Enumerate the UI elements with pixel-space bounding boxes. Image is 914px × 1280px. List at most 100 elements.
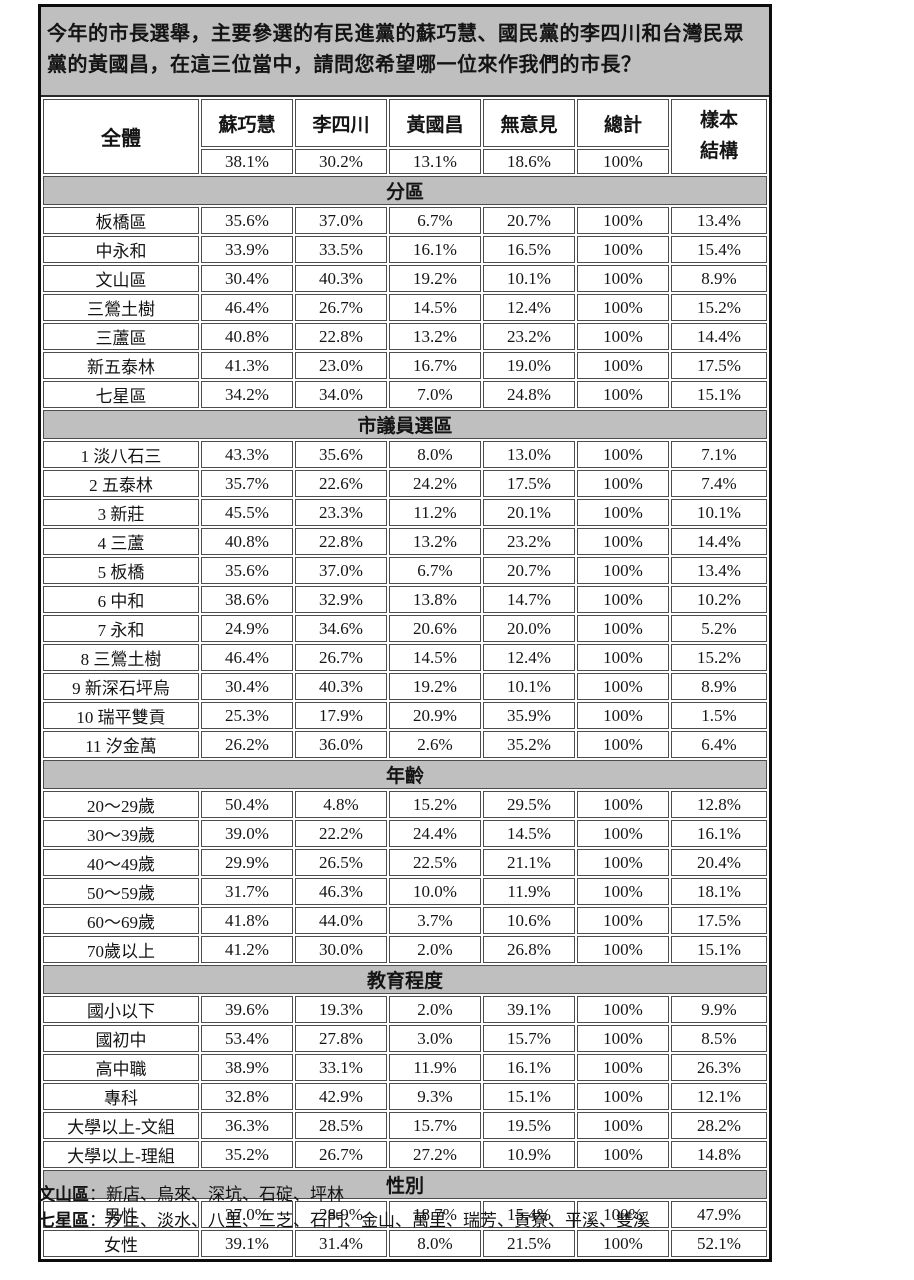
value-cell: 19.3% xyxy=(295,996,387,1023)
value-cell: 23.2% xyxy=(483,528,575,555)
value-cell: 15.1% xyxy=(483,1083,575,1110)
value-cell: 35.9% xyxy=(483,702,575,729)
table-row: 60～69歲 41.8% 44.0% 3.7% 10.6% 100% 17.5% xyxy=(43,907,767,934)
value-cell: 100% xyxy=(577,1083,669,1110)
value-cell: 100% xyxy=(577,470,669,497)
value-cell: 14.7% xyxy=(483,586,575,613)
table-row: 女性 39.1% 31.4% 8.0% 21.5% 100% 52.1% xyxy=(43,1230,767,1257)
value-cell: 24.8% xyxy=(483,381,575,408)
value-cell: 6.7% xyxy=(389,207,481,234)
value-cell: 26.7% xyxy=(295,644,387,671)
value-cell: 2.0% xyxy=(389,996,481,1023)
value-cell: 15.2% xyxy=(671,644,767,671)
results-table: 全體 蘇巧慧 李四川 黃國昌 無意見 總計 樣本結構 38.1% 30.2% 1… xyxy=(41,97,769,1259)
value-cell: 35.2% xyxy=(201,1141,293,1168)
value-cell: 100% xyxy=(577,849,669,876)
value-cell: 10.2% xyxy=(671,586,767,613)
value-cell: 16.5% xyxy=(483,236,575,263)
value-cell: 11.9% xyxy=(389,1054,481,1081)
value-cell: 36.3% xyxy=(201,1112,293,1139)
row-label: 七星區 xyxy=(43,381,199,408)
value-cell: 100% xyxy=(577,615,669,642)
value-cell: 20.1% xyxy=(483,499,575,526)
row-label: 國初中 xyxy=(43,1025,199,1052)
value-cell: 41.2% xyxy=(201,936,293,963)
value-cell: 53.4% xyxy=(201,1025,293,1052)
value-cell: 100% xyxy=(577,499,669,526)
value-cell: 100% xyxy=(577,820,669,847)
table-row: 板橋區 35.6% 37.0% 6.7% 20.7% 100% 13.4% xyxy=(43,207,767,234)
value-cell: 16.7% xyxy=(389,352,481,379)
value-cell: 33.9% xyxy=(201,236,293,263)
table-row: 三蘆區 40.8% 22.8% 13.2% 23.2% 100% 14.4% xyxy=(43,323,767,350)
value-cell: 3.7% xyxy=(389,907,481,934)
value-cell: 37.0% xyxy=(201,1201,293,1228)
value-cell: 22.8% xyxy=(295,323,387,350)
value-cell: 45.5% xyxy=(201,499,293,526)
value-cell: 100% xyxy=(577,791,669,818)
row-label: 男性 xyxy=(43,1201,199,1228)
footnote-text: ：新店、烏來、深坑、石碇、坪林 xyxy=(89,1185,344,1204)
footnote-label: 七星區 xyxy=(38,1211,89,1231)
value-cell: 42.9% xyxy=(295,1083,387,1110)
value-cell: 26.8% xyxy=(483,936,575,963)
value-cell: 100% xyxy=(577,265,669,292)
row-label: 3 新莊 xyxy=(43,499,199,526)
value-cell: 9.9% xyxy=(671,996,767,1023)
value-cell: 15.7% xyxy=(389,1112,481,1139)
value-cell: 13.4% xyxy=(671,557,767,584)
table-row: 40～49歲 29.9% 26.5% 22.5% 21.1% 100% 20.4% xyxy=(43,849,767,876)
value-cell: 18.1% xyxy=(671,878,767,905)
value-cell: 7.1% xyxy=(671,441,767,468)
value-cell: 100% xyxy=(577,381,669,408)
value-cell: 10.0% xyxy=(389,878,481,905)
footnotes: 文山區：新店、烏來、深坑、石碇、坪林 七星區：汐止、淡水、八里、三芝、石門、金山… xyxy=(38,1182,650,1235)
value-cell: 44.0% xyxy=(295,907,387,934)
value-cell: 21.5% xyxy=(483,1230,575,1257)
value-cell: 33.1% xyxy=(295,1054,387,1081)
column-header-total: 總計 xyxy=(577,99,669,147)
row-label: 50～59歲 xyxy=(43,878,199,905)
value-cell: 13.2% xyxy=(389,528,481,555)
value-cell: 12.1% xyxy=(671,1083,767,1110)
row-label: 4 三蘆 xyxy=(43,528,199,555)
value-cell: 20.4% xyxy=(671,849,767,876)
value-cell: 5.2% xyxy=(671,615,767,642)
value-cell: 19.2% xyxy=(389,265,481,292)
value-cell: 34.2% xyxy=(201,381,293,408)
value-cell: 35.6% xyxy=(201,207,293,234)
row-label: 10 瑞平雙貢 xyxy=(43,702,199,729)
value-cell: 47.9% xyxy=(671,1201,767,1228)
value-cell: 30.4% xyxy=(201,265,293,292)
column-header-candidate-2: 李四川 xyxy=(295,99,387,147)
question-text: 今年的市長選舉，主要參選的有民進黨的蘇巧慧、國民黨的李四川和台灣民眾黨的黃國昌，… xyxy=(47,23,744,76)
row-label: 三蘆區 xyxy=(43,323,199,350)
value-cell: 40.3% xyxy=(295,265,387,292)
value-cell: 11.9% xyxy=(483,878,575,905)
value-cell: 7.0% xyxy=(389,381,481,408)
value-cell: 40.8% xyxy=(201,528,293,555)
overall-value: 18.6% xyxy=(483,149,575,174)
row-label: 大學以上-理組 xyxy=(43,1141,199,1168)
value-cell: 35.6% xyxy=(295,441,387,468)
table-row: 4 三蘆 40.8% 22.8% 13.2% 23.2% 100% 14.4% xyxy=(43,528,767,555)
value-cell: 39.1% xyxy=(201,1230,293,1257)
value-cell: 14.8% xyxy=(671,1141,767,1168)
row-label: 三鶯土樹 xyxy=(43,294,199,321)
value-cell: 21.1% xyxy=(483,849,575,876)
row-label: 板橋區 xyxy=(43,207,199,234)
value-cell: 23.2% xyxy=(483,323,575,350)
section-header: 市議員選區 xyxy=(43,410,767,439)
value-cell: 10.1% xyxy=(483,265,575,292)
value-cell: 8.9% xyxy=(671,265,767,292)
value-cell: 17.5% xyxy=(671,352,767,379)
value-cell: 26.5% xyxy=(295,849,387,876)
overall-value: 13.1% xyxy=(389,149,481,174)
value-cell: 15.2% xyxy=(671,294,767,321)
table-row: 男性 37.0% 28.9% 18.7% 15.4% 100% 47.9% xyxy=(43,1201,767,1228)
value-cell: 28.2% xyxy=(671,1112,767,1139)
row-label: 大學以上-文組 xyxy=(43,1112,199,1139)
value-cell: 19.5% xyxy=(483,1112,575,1139)
value-cell: 35.6% xyxy=(201,557,293,584)
